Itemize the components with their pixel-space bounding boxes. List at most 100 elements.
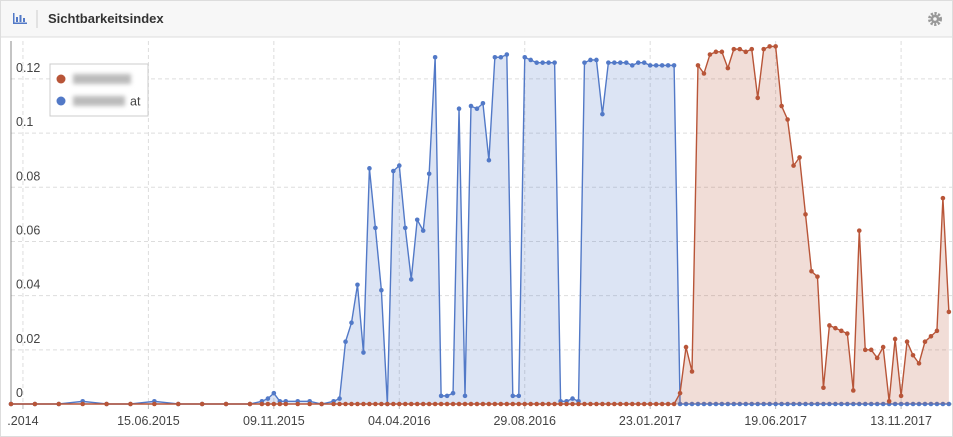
point bbox=[8, 401, 14, 407]
point bbox=[827, 323, 832, 328]
point bbox=[845, 331, 850, 336]
point bbox=[623, 60, 629, 65]
point bbox=[396, 401, 402, 407]
point bbox=[641, 60, 647, 65]
point bbox=[337, 396, 342, 401]
point bbox=[659, 401, 665, 407]
point bbox=[934, 401, 940, 407]
point bbox=[659, 63, 665, 68]
point bbox=[934, 328, 940, 334]
point bbox=[223, 401, 229, 407]
point bbox=[414, 217, 420, 223]
point bbox=[570, 401, 575, 407]
settings-icon[interactable] bbox=[928, 12, 942, 26]
point bbox=[349, 320, 354, 326]
point bbox=[355, 401, 360, 407]
point bbox=[552, 401, 557, 407]
point bbox=[534, 60, 539, 65]
point bbox=[474, 106, 480, 112]
point bbox=[671, 401, 677, 407]
point bbox=[665, 63, 671, 68]
point bbox=[761, 46, 766, 52]
point bbox=[582, 60, 587, 65]
point bbox=[862, 401, 868, 407]
chart-icon bbox=[13, 13, 27, 24]
point bbox=[898, 393, 904, 399]
point bbox=[540, 60, 545, 65]
point bbox=[767, 44, 772, 49]
point bbox=[713, 49, 719, 55]
point bbox=[743, 49, 749, 55]
point bbox=[492, 401, 498, 407]
point bbox=[606, 60, 611, 65]
point bbox=[701, 71, 707, 76]
x-tick-label: 23.01.2017 bbox=[619, 414, 682, 428]
point bbox=[528, 401, 534, 407]
point bbox=[468, 103, 474, 109]
point bbox=[767, 401, 772, 407]
x-tick-label: 15.06.2015 bbox=[117, 414, 180, 428]
point bbox=[725, 401, 731, 407]
point bbox=[904, 401, 910, 407]
point bbox=[910, 352, 916, 358]
point bbox=[635, 60, 641, 65]
point bbox=[773, 44, 778, 49]
point bbox=[815, 274, 820, 279]
legend-redacted bbox=[73, 74, 131, 84]
y-tick-label: 0.06 bbox=[16, 223, 40, 237]
point bbox=[414, 401, 420, 407]
point bbox=[391, 168, 396, 174]
point bbox=[797, 155, 802, 160]
point bbox=[629, 63, 635, 68]
point bbox=[940, 195, 946, 201]
point bbox=[468, 401, 474, 407]
point bbox=[361, 350, 366, 355]
point bbox=[922, 339, 928, 344]
point bbox=[516, 401, 522, 407]
point bbox=[265, 401, 271, 407]
point bbox=[462, 393, 468, 399]
point bbox=[892, 401, 898, 407]
point bbox=[576, 401, 581, 407]
point bbox=[665, 401, 671, 407]
point bbox=[277, 401, 283, 407]
point bbox=[827, 401, 832, 407]
point bbox=[606, 401, 611, 407]
point bbox=[337, 401, 342, 407]
point bbox=[600, 401, 605, 407]
point bbox=[426, 171, 432, 177]
point bbox=[677, 390, 683, 396]
point bbox=[874, 355, 880, 361]
point bbox=[647, 401, 653, 407]
point bbox=[677, 401, 683, 407]
point bbox=[815, 401, 820, 407]
point bbox=[922, 401, 928, 407]
point bbox=[355, 282, 360, 288]
point bbox=[80, 401, 85, 407]
point bbox=[695, 63, 701, 68]
point bbox=[880, 344, 886, 350]
point bbox=[104, 401, 109, 407]
legend-redacted bbox=[73, 96, 125, 106]
point bbox=[175, 401, 181, 407]
point bbox=[594, 57, 599, 63]
point bbox=[265, 396, 271, 401]
x-tick-label: 19.06.2017 bbox=[744, 414, 807, 428]
point bbox=[128, 401, 133, 407]
point bbox=[737, 401, 743, 407]
point bbox=[791, 401, 796, 407]
point bbox=[271, 401, 277, 407]
point bbox=[755, 401, 761, 407]
point bbox=[456, 401, 462, 407]
point bbox=[582, 401, 587, 407]
x-tick-label: 04.04.2016 bbox=[368, 414, 431, 428]
point bbox=[916, 361, 922, 366]
point bbox=[402, 401, 408, 407]
point bbox=[462, 401, 468, 407]
point bbox=[803, 401, 808, 407]
point bbox=[570, 396, 575, 401]
point bbox=[420, 401, 426, 407]
point bbox=[56, 401, 62, 407]
point bbox=[319, 401, 324, 407]
point bbox=[850, 388, 856, 393]
